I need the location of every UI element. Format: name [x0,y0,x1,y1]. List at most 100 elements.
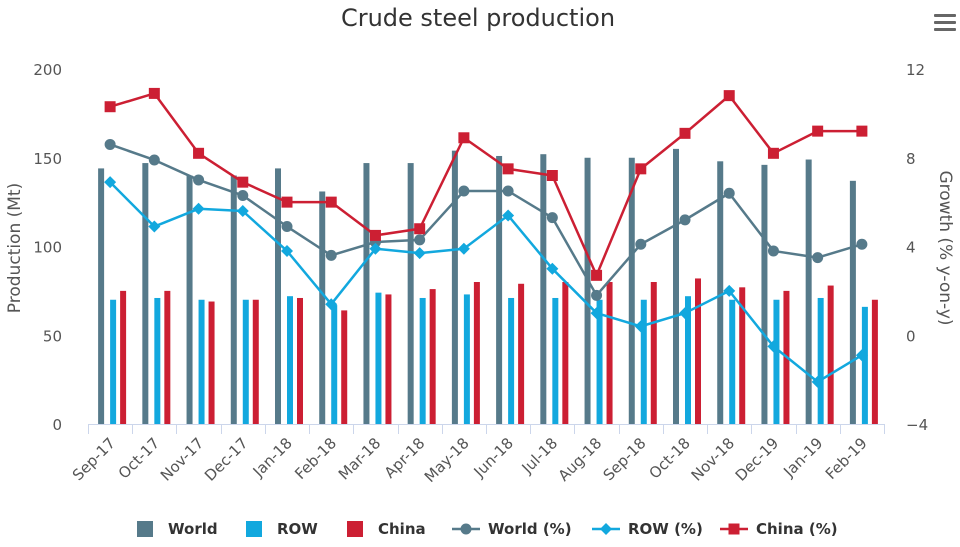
bar-world [186,175,193,424]
bar-china [739,287,746,424]
x-tick-label: Sep-18 [600,434,650,484]
bar-world [142,163,149,424]
point-world [193,174,205,186]
x-tick-label: Dec-19 [732,434,783,485]
bar-world [540,154,547,424]
point-row [457,242,470,255]
point-china [502,163,514,175]
point-china [237,176,249,188]
chart-title: Crude steel production [341,4,615,32]
legend-symbol-row [246,521,262,537]
point-china [458,132,470,144]
point-world [679,214,691,226]
point-row [369,242,382,255]
x-tick-label: Aug-18 [555,434,606,485]
bar-china [562,282,569,424]
point-world [635,238,647,250]
x-tick-label: Sep-17 [69,434,119,484]
point-china [148,87,160,99]
bar-china [871,299,878,424]
bar-china [827,285,834,424]
y-left-tick-label: 200 [33,61,62,79]
bar-row [817,297,824,424]
point-china [281,196,293,208]
y-axis-right-label: Growth (% y-on-y) [935,170,955,325]
point-world [237,189,249,201]
point-china [767,147,779,159]
legend-label: China (%) [756,520,838,538]
point-china [414,223,426,235]
bar-row [375,292,382,424]
point-china [104,101,116,113]
point-world [502,185,514,197]
hamburger-menu-icon[interactable] [934,14,956,34]
line-row [109,181,863,384]
point-china [325,196,337,208]
bar-china [695,278,701,424]
x-tick-label: May-18 [421,434,473,486]
y-left-tick-label: 150 [33,150,62,168]
legend-symbol-world [452,523,480,535]
bar-row [242,299,249,424]
y-axis-left-label: Production (Mt) [5,183,25,313]
bar-world [230,175,237,424]
point-world [767,245,779,257]
point-row [192,202,205,215]
x-tick-label: Oct-17 [115,434,163,482]
point-row [148,220,161,233]
point-world [458,185,470,197]
legend-symbol-china [347,521,363,537]
bar-china [429,289,436,424]
x-tick-label: Jan-19 [779,434,826,481]
point-world [812,252,824,264]
bar-row [729,299,736,424]
legend-symbol-china [720,523,748,535]
bar-world [673,148,679,424]
point-china [812,125,824,137]
point-china [546,170,558,181]
y-left-tick-label: 0 [52,416,62,434]
x-tick-label: Jun-18 [470,434,517,481]
y-right-tick-label: 12 [906,61,925,79]
point-row [413,247,426,260]
point-row [811,375,824,388]
point-row [502,209,515,222]
point-world [546,212,558,224]
bar-world [628,157,635,424]
y-right-tick-label: 4 [906,239,916,257]
bar-world [275,168,281,424]
line-world [109,143,863,297]
point-row [855,349,868,362]
point-row [590,307,603,320]
x-tick-label: Feb-18 [291,434,340,483]
bar-row [861,306,868,424]
point-world [325,249,337,261]
bar-china [341,310,348,424]
point-row [767,340,780,353]
bar-world [363,163,370,424]
y-right-tick-label: 0 [906,327,916,345]
bar-row [110,299,117,424]
bar-china [208,301,215,424]
bar-china [518,283,525,424]
point-china [193,147,205,159]
point-row [281,244,293,257]
point-row [634,320,647,333]
legend-symbol-row [592,523,620,535]
bar-row [685,296,691,424]
bar-row [640,299,647,424]
plot-area: 050100150200−404812Sep-17Oct-17Nov-17Dec… [33,61,928,486]
bar-world [319,191,326,424]
bar-world [407,163,414,424]
bar-china [120,290,127,424]
x-tick-label: Jan-18 [249,434,296,481]
bar-world [849,180,856,424]
point-china [723,90,735,102]
point-world [281,221,293,233]
x-tick-label: Dec-17 [201,434,252,485]
bar-world [98,168,105,424]
bar-china [297,297,303,424]
bar-china [252,299,259,424]
legend-label: World [168,520,218,538]
y-left-tick-label: 100 [33,239,62,257]
